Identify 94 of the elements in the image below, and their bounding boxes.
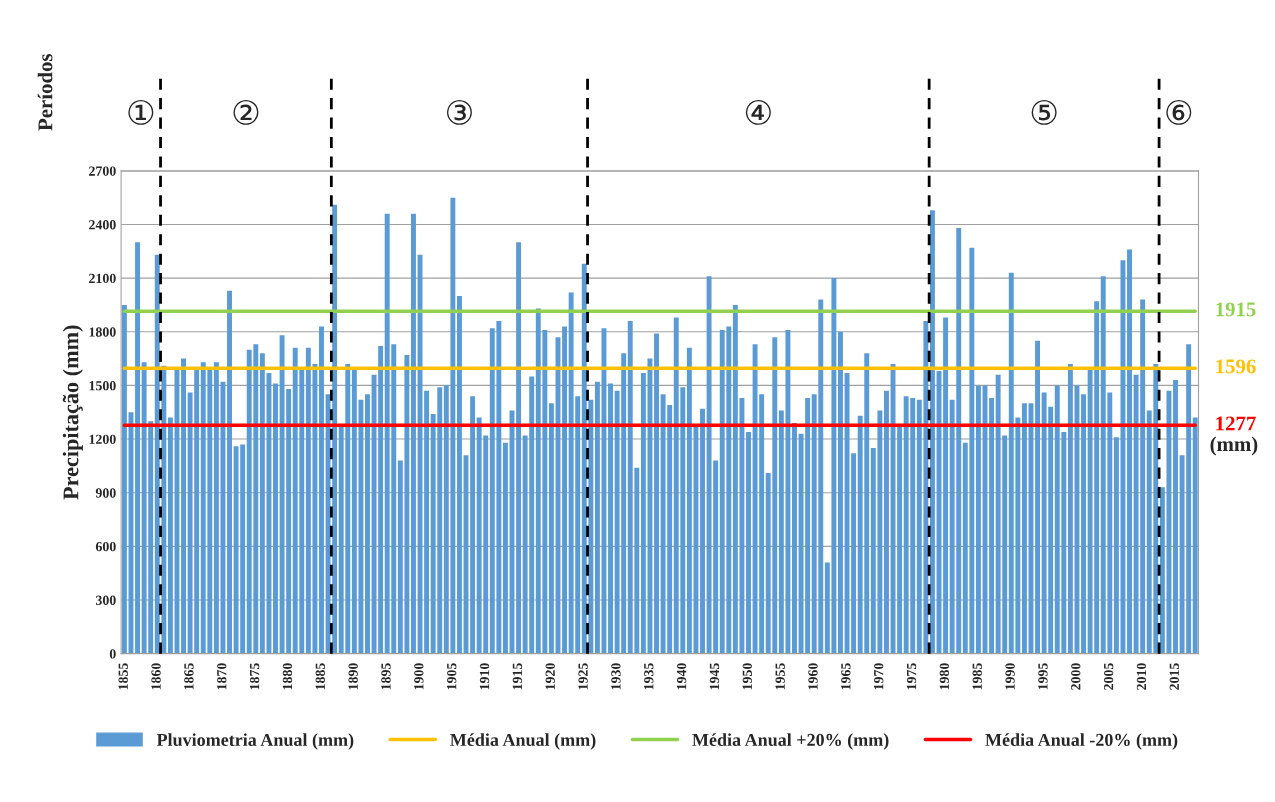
x-tick-label: 2015 bbox=[1169, 663, 1179, 690]
x-tick-label: 1905 bbox=[446, 663, 457, 690]
y-axis-title: Precipitação (mm) bbox=[62, 325, 83, 500]
bar bbox=[562, 326, 568, 654]
text: (mm) bbox=[1210, 436, 1258, 456]
y-tick-label: 2400 bbox=[89, 220, 116, 230]
legend-label: Pluviometria Anual (mm) bbox=[156, 733, 354, 750]
x-tick-label: 2000 bbox=[1071, 663, 1081, 690]
x-tick-label: 1985 bbox=[972, 663, 982, 690]
x-tick-label: 1965 bbox=[841, 663, 851, 690]
bar bbox=[975, 385, 981, 654]
x-tick-label: 1945 bbox=[709, 663, 720, 690]
bar bbox=[502, 442, 508, 654]
bar bbox=[608, 383, 614, 654]
bar bbox=[548, 403, 554, 654]
x-tick-label: 1970 bbox=[873, 663, 884, 690]
bar bbox=[943, 317, 949, 654]
bar bbox=[516, 242, 522, 654]
bar bbox=[227, 290, 232, 654]
bar bbox=[883, 390, 889, 654]
bar bbox=[1035, 340, 1041, 654]
bar bbox=[1127, 249, 1132, 654]
bar bbox=[319, 326, 324, 654]
x-tick-label: 1900 bbox=[414, 663, 424, 690]
y-tick-label: 300 bbox=[95, 595, 116, 605]
x-tick-label: 1910 bbox=[479, 663, 490, 690]
x-tick-label: 2010 bbox=[1136, 663, 1147, 690]
legend-label: Média Anual (mm) bbox=[450, 733, 596, 750]
bar bbox=[365, 394, 370, 654]
bar bbox=[121, 304, 127, 654]
bar bbox=[1192, 417, 1198, 654]
text: ⑥ bbox=[1166, 99, 1192, 125]
legend-label: Média Anual +20% (mm) bbox=[692, 733, 889, 750]
bar bbox=[181, 358, 186, 654]
x-tick-label: 1895 bbox=[381, 663, 391, 690]
bar bbox=[1067, 363, 1073, 654]
x-tick-label: 1890 bbox=[348, 663, 358, 690]
bar bbox=[167, 417, 173, 654]
x-tick-label: 1935 bbox=[644, 663, 654, 690]
data-label: 1596 bbox=[1216, 359, 1256, 374]
bar bbox=[897, 426, 903, 654]
bar bbox=[424, 390, 430, 654]
x-tick-label: 1995 bbox=[1038, 663, 1048, 690]
bar bbox=[1021, 403, 1027, 654]
x-tick-label: 1885 bbox=[315, 663, 325, 690]
x-tick-label: 1920 bbox=[545, 663, 555, 690]
bar bbox=[411, 213, 416, 654]
y-tick-label: 600 bbox=[95, 541, 116, 552]
x-tick-label: 1870 bbox=[217, 663, 227, 690]
text: ① bbox=[128, 99, 154, 125]
text: ④ bbox=[745, 99, 771, 125]
bar bbox=[456, 296, 462, 654]
bar bbox=[838, 331, 843, 654]
y-tick-label: 2700 bbox=[89, 166, 116, 176]
bar bbox=[746, 431, 751, 654]
legend-label: Média Anual -20% (mm) bbox=[985, 733, 1178, 750]
text: ⑤ bbox=[1031, 99, 1057, 125]
bar bbox=[989, 397, 995, 654]
bar bbox=[135, 242, 141, 654]
x-tick-label: 1915 bbox=[512, 663, 523, 690]
y-tick-label: 1200 bbox=[89, 434, 116, 445]
text: ③ bbox=[446, 99, 472, 125]
bar bbox=[654, 333, 659, 654]
y-tick-label: 1500 bbox=[89, 380, 116, 391]
y-tick-label: 0 bbox=[109, 649, 116, 659]
x-tick-label: 1990 bbox=[1005, 663, 1015, 690]
x-tick-label: 1865 bbox=[184, 663, 194, 690]
bar bbox=[470, 396, 476, 654]
bar bbox=[792, 422, 797, 654]
x-tick-label: 1940 bbox=[676, 663, 687, 690]
x-tick-label: 1950 bbox=[742, 663, 752, 690]
data-label: 1277 bbox=[1216, 416, 1256, 431]
x-tick-label: 1925 bbox=[578, 663, 588, 690]
x-tick-label: 2005 bbox=[1103, 663, 1114, 690]
y-tick-label: 2100 bbox=[89, 273, 116, 284]
x-tick-label: 1975 bbox=[906, 663, 917, 690]
text: Períodos bbox=[37, 53, 53, 131]
bar bbox=[700, 408, 705, 654]
bar bbox=[594, 381, 600, 654]
x-tick-label: 1880 bbox=[282, 663, 293, 690]
bar bbox=[273, 383, 278, 654]
data-label: 1915 bbox=[1216, 302, 1256, 317]
x-tick-label: 1980 bbox=[939, 663, 950, 690]
x-tick-label: 1860 bbox=[151, 663, 161, 690]
text: ② bbox=[233, 99, 259, 125]
x-tick-label: 1960 bbox=[808, 663, 818, 690]
bar bbox=[1173, 380, 1178, 654]
x-tick-label: 1955 bbox=[775, 663, 785, 690]
x-tick-label: 1855 bbox=[118, 663, 128, 690]
bar bbox=[1081, 394, 1086, 654]
x-tick-label: 1930 bbox=[611, 663, 621, 690]
y-tick-label: 1800 bbox=[89, 327, 116, 337]
x-tick-label: 1875 bbox=[249, 663, 260, 690]
y-tick-label: 900 bbox=[95, 488, 116, 498]
